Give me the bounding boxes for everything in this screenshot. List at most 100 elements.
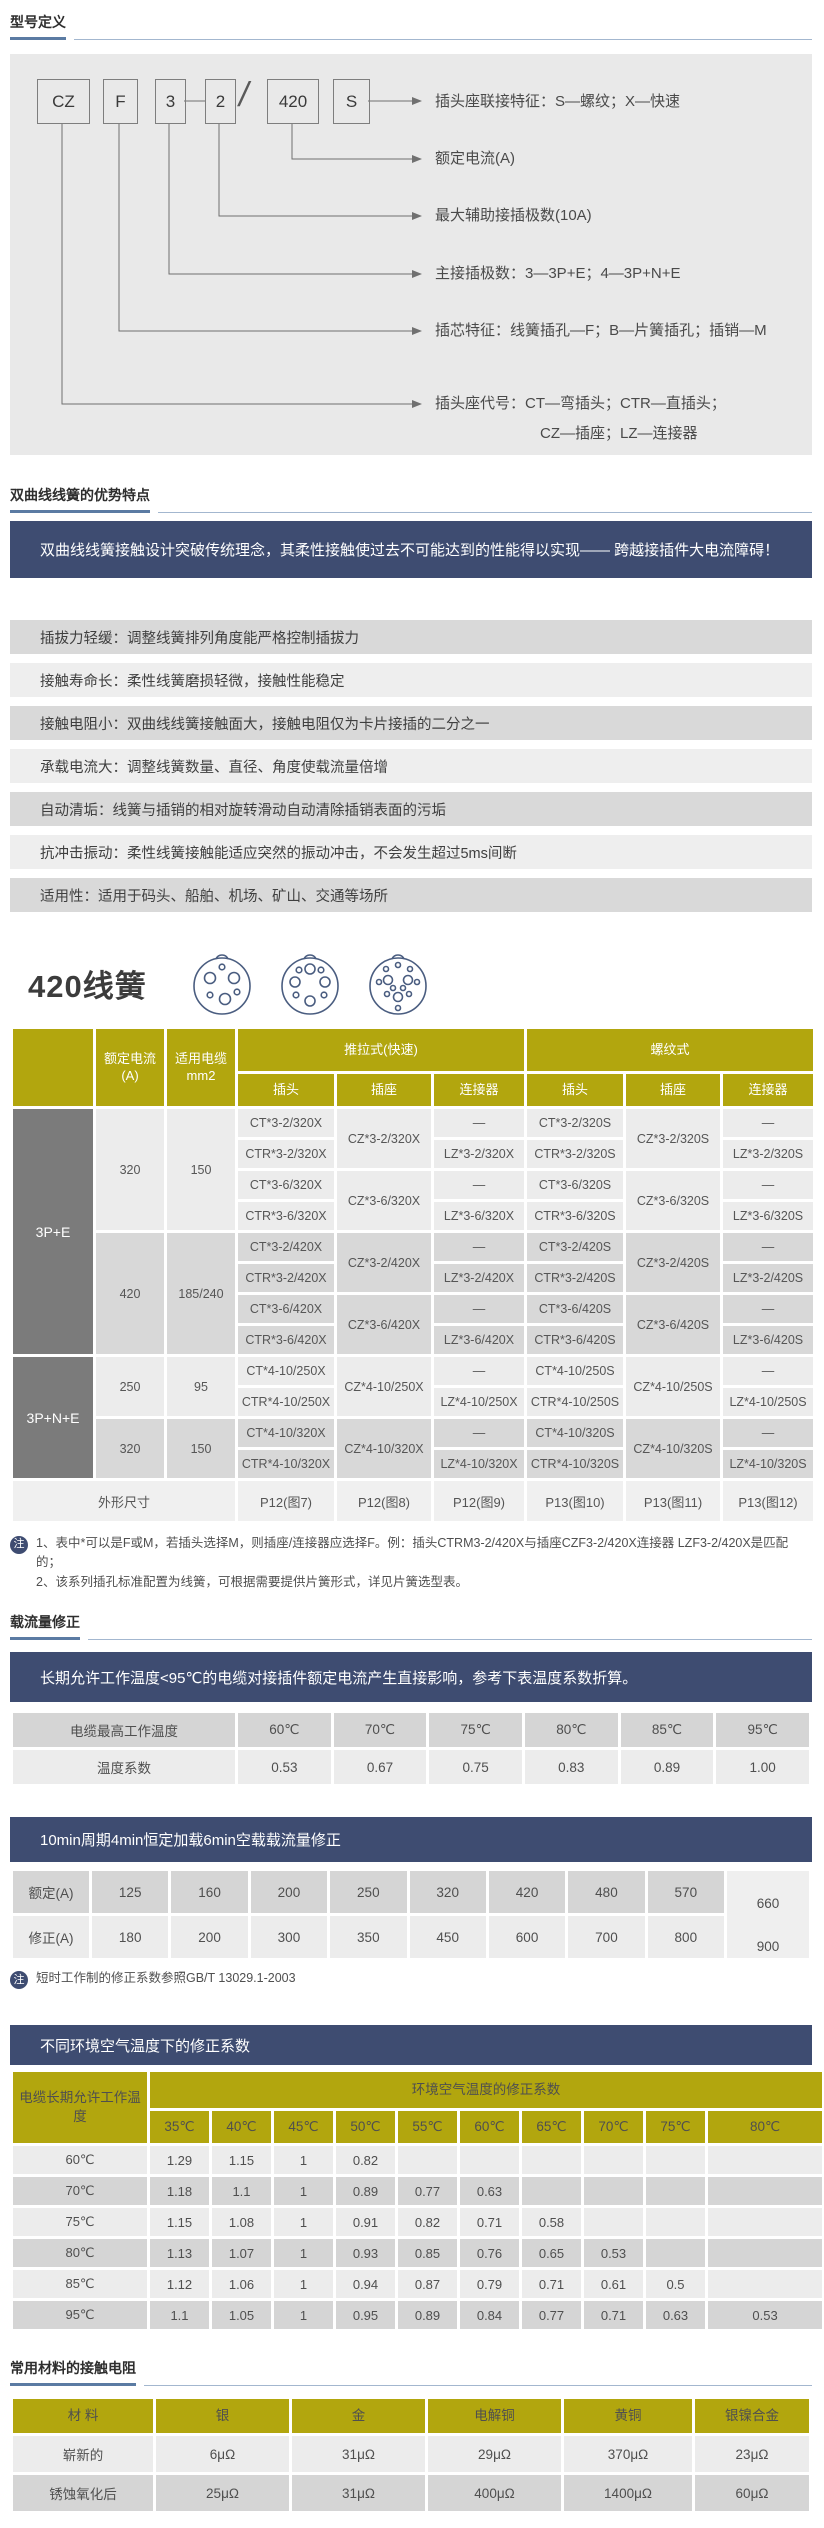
model-cell: LZ*3-2/320X	[434, 1140, 525, 1168]
row-label-cell: 锈蚀氧化后	[13, 2475, 153, 2512]
value-cell	[646, 2208, 705, 2237]
footer-cell: P12(图8)	[337, 1481, 431, 1521]
value-cell: 95℃	[716, 1713, 809, 1748]
value-cell: 570	[647, 1871, 724, 1914]
value-cell: 85℃	[620, 1713, 714, 1748]
value-cell	[708, 2177, 823, 2206]
value-cell: 1	[274, 2208, 333, 2237]
value-cell: 0.93	[336, 2239, 395, 2268]
value-cell: 900	[756, 1939, 780, 1955]
value-cell: 320	[96, 1419, 164, 1478]
duty-cycle-table: 额定(A) 125 160 200 250 320 420 480 570 66…	[10, 1868, 812, 1961]
value-cell: 1.00	[716, 1750, 809, 1785]
title-rule	[74, 39, 812, 40]
model-cell: CT*4-10/250S	[527, 1357, 624, 1385]
value-cell: 1.1	[212, 2177, 271, 2206]
table-row: CTR*3-6/320X LZ*3-6/320X CTR*3-6/320S LZ…	[13, 1202, 814, 1230]
code-box-aux-poles: 2	[205, 79, 236, 124]
value-cell: 1.07	[212, 2239, 271, 2268]
derating-duty-banner: 10min周期4min恒定加载6min空载载流量修正	[10, 1817, 812, 1863]
model-cell: CTR*3-6/420X	[238, 1326, 334, 1354]
header-cell-material: 材 料	[13, 2399, 153, 2434]
header-cell-threaded: 螺纹式	[527, 1029, 814, 1071]
model-cell: CTR*3-2/420X	[238, 1264, 334, 1292]
value-cell: 1400μΩ	[564, 2475, 692, 2512]
header-cell-cable: 适用电缆mm2	[167, 1029, 235, 1106]
model-cell: CT*4-10/250X	[238, 1357, 334, 1385]
row-label-cell: 75℃	[13, 2208, 147, 2237]
dash-cell: —	[434, 1109, 525, 1137]
value-cell: 0.91	[336, 2208, 395, 2237]
table-row: 60℃ 1.29 1.15 1 0.82	[13, 2146, 823, 2175]
header-cell-correction: 环境空气温度的修正系数	[150, 2072, 823, 2109]
footer-cell: P13(图11)	[626, 1481, 721, 1521]
table-row: 锈蚀氧化后 25μΩ 31μΩ 400μΩ 1400μΩ 60μΩ	[13, 2475, 809, 2512]
value-cell: 370μΩ	[564, 2436, 692, 2473]
table-row: 电缆最高工作温度 60℃ 70℃ 75℃ 80℃ 85℃ 95℃	[13, 1713, 809, 1748]
dash-cell: —	[723, 1295, 814, 1323]
footer-cell: P13(图12)	[723, 1481, 814, 1521]
table-header-row: 额定电流(A) 适用电缆mm2 推拉式(快速) 螺纹式	[13, 1029, 814, 1106]
model-cell: CT*3-6/420S	[527, 1295, 624, 1323]
value-cell: 60μΩ	[695, 2475, 809, 2512]
value-cell: 0.89	[620, 1750, 714, 1785]
product-heading: 420线簧	[28, 968, 147, 1004]
header-cell-temp: 70℃	[584, 2111, 643, 2144]
section-title-text: 型号定义	[10, 12, 66, 40]
model-cell: CTR*4-10/320X	[238, 1450, 334, 1478]
table-row: 95℃ 1.1 1.05 1 0.95 0.89 0.84 0.77 0.71 …	[13, 2301, 823, 2330]
row-label-cell: 温度系数	[13, 1750, 235, 1785]
model-cell: LZ*3-6/320S	[723, 1202, 814, 1230]
model-cell: CZ*3-2/420X	[337, 1233, 431, 1292]
header-cell-brass: 黄铜	[564, 2399, 692, 2434]
value-cell: 60℃	[238, 1713, 331, 1748]
footer-cell: P13(图10)	[527, 1481, 624, 1521]
row-label-cell: 80℃	[13, 2239, 147, 2268]
value-cell: 0.65	[522, 2239, 581, 2268]
header-cell-temp: 45℃	[274, 2111, 333, 2144]
table-header-row: 材 料 银 金 电解铜 黄铜 银镍合金	[13, 2399, 809, 2434]
model-cell: CTR*3-2/320S	[527, 1140, 624, 1168]
section-title-text: 载流量修正	[10, 1612, 80, 1641]
table-row: 温度系数 0.53 0.67 0.75 0.83 0.89 1.00	[13, 1750, 809, 1785]
value-cell: 80℃	[524, 1713, 618, 1748]
value-cell: 700	[568, 1916, 645, 1959]
value-cell: 0.77	[522, 2301, 581, 2330]
model-cell: CTR*4-10/250S	[527, 1388, 624, 1416]
diagram-label-main-poles: 主接插极数：3—3P+E；4—3P+N+E	[435, 265, 681, 282]
code-slash: /	[239, 76, 249, 114]
header-cell-temp: 35℃	[150, 2111, 209, 2144]
advantage-item: 接触寿命长：柔性线簧磨损轻微，接触性能稳定	[10, 663, 812, 697]
connector-face-diagram-3	[368, 954, 427, 1015]
value-cell	[522, 2177, 581, 2206]
value-cell: 450	[409, 1916, 486, 1959]
derating-temp-banner: 长期允许工作温度<95℃的电缆对接插件额定电流产生直接影响，参考下表温度系数折算…	[10, 1652, 812, 1703]
model-cell: CZ*3-2/320S	[626, 1109, 721, 1168]
diagram-label-series-code: 插头座代号：CT—弯插头；CTR—直插头；	[435, 395, 726, 412]
row-label-cell: 额定(A)	[13, 1871, 89, 1914]
footer-cell: 外形尺寸	[13, 1481, 235, 1521]
dash-cell: —	[723, 1357, 814, 1385]
footer-cell: P12(图7)	[238, 1481, 334, 1521]
value-cell: 1.18	[150, 2177, 209, 2206]
model-cell: LZ*4-10/250S	[723, 1388, 814, 1416]
model-cell: CZ*3-2/320X	[337, 1109, 431, 1168]
dash-cell: —	[723, 1419, 814, 1447]
note-badge-icon: 注	[10, 1536, 28, 1554]
value-cell: 1.08	[212, 2208, 271, 2237]
header-cell-socket: 插座	[337, 1074, 431, 1106]
model-cell: LZ*4-10/320X	[434, 1450, 525, 1478]
group-cell: 3P+E	[13, 1109, 93, 1354]
value-cell: 1.15	[150, 2208, 209, 2237]
model-cell: CTR*3-2/320X	[238, 1140, 334, 1168]
advantage-item: 插拔力轻缓：调整线簧排列角度能严格控制插拔力	[10, 620, 812, 654]
value-cell: 0.82	[398, 2208, 457, 2237]
section-title-text: 双曲线线簧的优势特点	[10, 485, 150, 513]
header-cell-connector: 连接器	[723, 1074, 814, 1106]
value-cell: 1	[274, 2146, 333, 2175]
value-cell	[584, 2208, 643, 2237]
model-cell: CZ*4-10/250X	[337, 1357, 431, 1416]
value-cell	[460, 2146, 519, 2175]
value-cell	[584, 2146, 643, 2175]
value-cell: 0.83	[524, 1750, 618, 1785]
